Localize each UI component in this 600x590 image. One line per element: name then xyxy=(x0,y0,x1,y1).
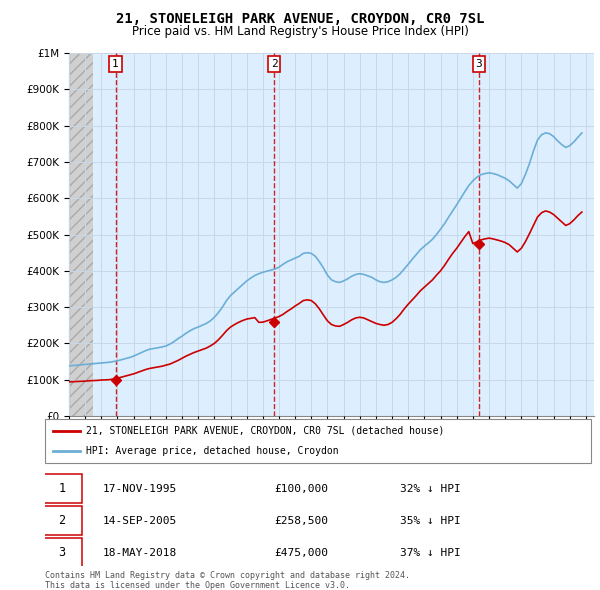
Text: 37% ↓ HPI: 37% ↓ HPI xyxy=(400,548,461,558)
Text: Contains HM Land Registry data © Crown copyright and database right 2024.: Contains HM Land Registry data © Crown c… xyxy=(45,571,410,580)
FancyBboxPatch shape xyxy=(42,506,82,535)
Text: 14-SEP-2005: 14-SEP-2005 xyxy=(103,516,176,526)
Text: 21, STONELEIGH PARK AVENUE, CROYDON, CR0 7SL (detached house): 21, STONELEIGH PARK AVENUE, CROYDON, CR0… xyxy=(86,426,445,436)
Text: 35% ↓ HPI: 35% ↓ HPI xyxy=(400,516,461,526)
Text: 3: 3 xyxy=(476,59,482,69)
Text: HPI: Average price, detached house, Croydon: HPI: Average price, detached house, Croy… xyxy=(86,446,338,456)
FancyBboxPatch shape xyxy=(42,474,82,503)
Text: £475,000: £475,000 xyxy=(274,548,328,558)
Text: 3: 3 xyxy=(58,546,65,559)
Text: This data is licensed under the Open Government Licence v3.0.: This data is licensed under the Open Gov… xyxy=(45,581,350,589)
Text: 2: 2 xyxy=(58,514,65,527)
Text: 1: 1 xyxy=(58,482,65,495)
Text: 2: 2 xyxy=(271,59,278,69)
FancyBboxPatch shape xyxy=(42,538,82,568)
Text: 17-NOV-1995: 17-NOV-1995 xyxy=(103,484,176,493)
Text: £258,500: £258,500 xyxy=(274,516,328,526)
FancyBboxPatch shape xyxy=(45,419,591,463)
Text: 18-MAY-2018: 18-MAY-2018 xyxy=(103,548,176,558)
Text: Price paid vs. HM Land Registry's House Price Index (HPI): Price paid vs. HM Land Registry's House … xyxy=(131,25,469,38)
Text: 1: 1 xyxy=(112,59,119,69)
Text: £100,000: £100,000 xyxy=(274,484,328,493)
Text: 32% ↓ HPI: 32% ↓ HPI xyxy=(400,484,461,493)
Text: 21, STONELEIGH PARK AVENUE, CROYDON, CR0 7SL: 21, STONELEIGH PARK AVENUE, CROYDON, CR0… xyxy=(116,12,484,26)
